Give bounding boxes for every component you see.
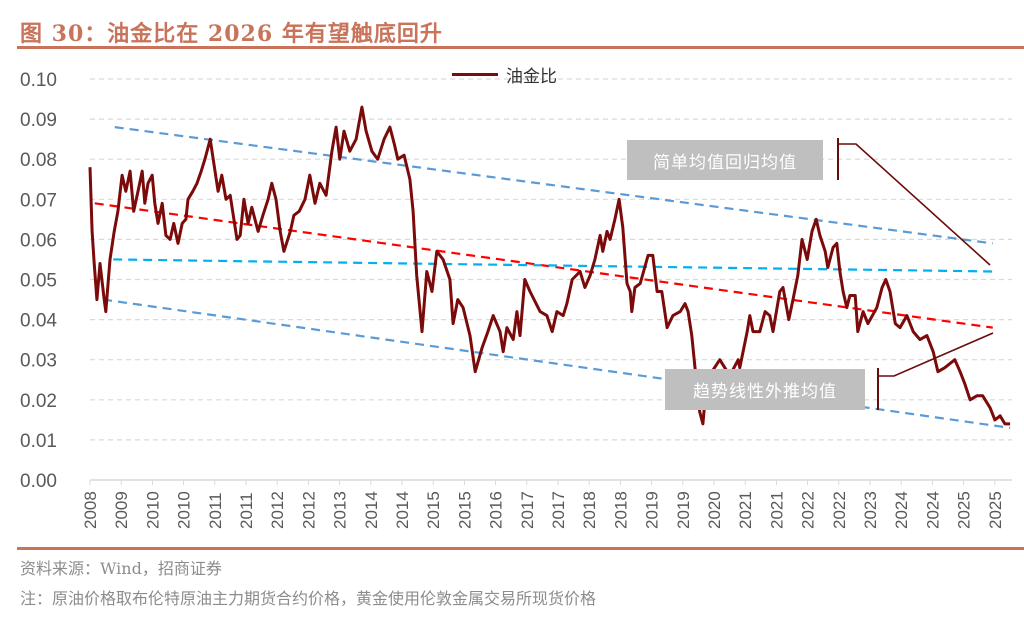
x-tick-label: 2011 <box>206 492 225 529</box>
x-tick-label: 2015 <box>424 491 443 529</box>
x-tick-label: 2017 <box>518 491 537 529</box>
annotation-trend-extrapolation: 趋势线性外推均值 <box>665 369 865 410</box>
y-tick-label: 0.07 <box>20 190 57 211</box>
figure-title: 图 30：油金比在 2026 年有望触底回升 <box>20 21 443 47</box>
x-tick-label: 2011 <box>237 492 256 529</box>
annotation-simple-mean: 简单均值回归均值 <box>627 140 823 180</box>
x-tick-label: 2025 <box>955 491 974 529</box>
x-tick-label: 2017 <box>549 491 568 529</box>
title-rule <box>17 46 1024 49</box>
x-tick-label: 2014 <box>362 491 381 529</box>
x-tick-label: 2010 <box>175 491 194 529</box>
x-tick-label: 2024 <box>892 491 911 529</box>
footer-rule <box>17 547 1024 550</box>
x-tick-label: 2018 <box>611 491 630 529</box>
trend-line-linear-trend <box>94 202 993 329</box>
y-tick-label: 0.08 <box>20 150 57 171</box>
y-tick-label: 0.01 <box>20 431 57 452</box>
x-tick-label: 2012 <box>268 491 287 529</box>
x-tick-label: 2009 <box>112 491 131 529</box>
x-tick-label: 2021 <box>767 491 786 529</box>
x-tick-label: 2019 <box>674 491 693 529</box>
x-tick-label: 2018 <box>580 491 599 529</box>
x-tick-label: 2023 <box>861 491 880 529</box>
trend-line-lower-channel <box>103 298 1011 429</box>
x-tick-label: 2024 <box>923 491 942 529</box>
x-tick-label: 2016 <box>487 491 506 529</box>
x-tick-label: 2022 <box>830 491 849 529</box>
x-tick-label: 2008 <box>81 491 100 529</box>
x-tick-label: 2020 <box>705 491 724 529</box>
y-tick-label: 0.02 <box>20 391 57 412</box>
x-tick-label: 2010 <box>143 491 162 529</box>
x-tick-label: 2015 <box>455 491 474 529</box>
trend-line-upper-channel <box>114 126 993 245</box>
x-tick-label: 2012 <box>299 491 318 529</box>
x-tick-label: 2013 <box>331 491 350 529</box>
legend-swatch <box>452 73 498 76</box>
y-tick-label: 0.09 <box>20 110 57 131</box>
x-tick-label: 2022 <box>799 491 818 529</box>
y-tick-label: 0.05 <box>20 271 57 292</box>
trend-line-simple-mean <box>113 258 993 273</box>
legend: 油金比 <box>452 62 557 87</box>
legend-label: 油金比 <box>506 67 557 87</box>
y-tick-label: 0.00 <box>20 471 57 492</box>
y-tick-label: 0.03 <box>20 351 57 372</box>
y-tick-label: 0.10 <box>20 70 57 91</box>
callout-connector-trend-line <box>878 332 994 377</box>
x-tick-label: 2019 <box>643 491 662 529</box>
callout-connector-mean-line <box>838 143 991 266</box>
y-tick-label: 0.04 <box>20 311 57 332</box>
x-tick-label: 2025 <box>986 491 1005 529</box>
note-text: 注：原油价格取布伦特原油主力期货合约价格，黄金使用伦敦金属交易所现货价格 <box>20 589 597 608</box>
x-tick-label: 2014 <box>393 491 412 529</box>
y-tick-label: 0.06 <box>20 230 57 251</box>
x-tick-label: 2021 <box>736 491 755 529</box>
source-text: 资料来源：Wind，招商证券 <box>20 559 222 578</box>
